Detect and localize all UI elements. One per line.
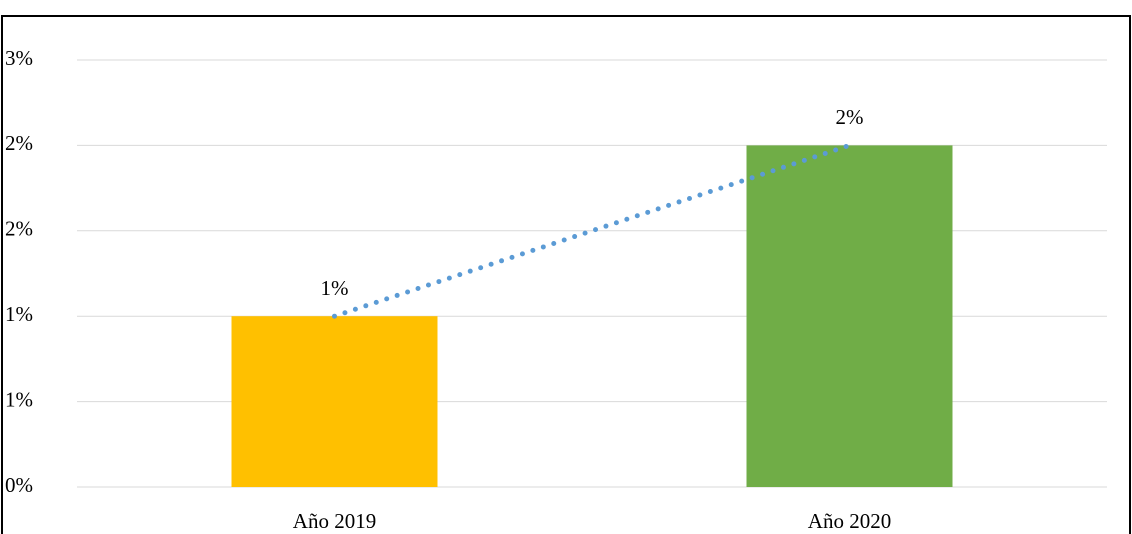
x-tick-label: Año 2020 [808, 509, 891, 533]
y-tick-label: 1% [5, 387, 33, 411]
y-tick-label: 0% [5, 473, 33, 497]
bar [231, 316, 438, 487]
trendline [332, 142, 852, 319]
data-label: 1% [321, 276, 349, 300]
chart-border [1, 15, 1131, 534]
x-tick-label: Año 2019 [293, 509, 376, 533]
y-tick-label: 3% [5, 46, 33, 70]
y-tick-label: 1% [5, 302, 33, 326]
y-tick-label: 2% [5, 217, 33, 241]
data-label: 2% [836, 105, 864, 129]
bar [746, 145, 953, 487]
y-tick-label: 2% [5, 131, 33, 155]
